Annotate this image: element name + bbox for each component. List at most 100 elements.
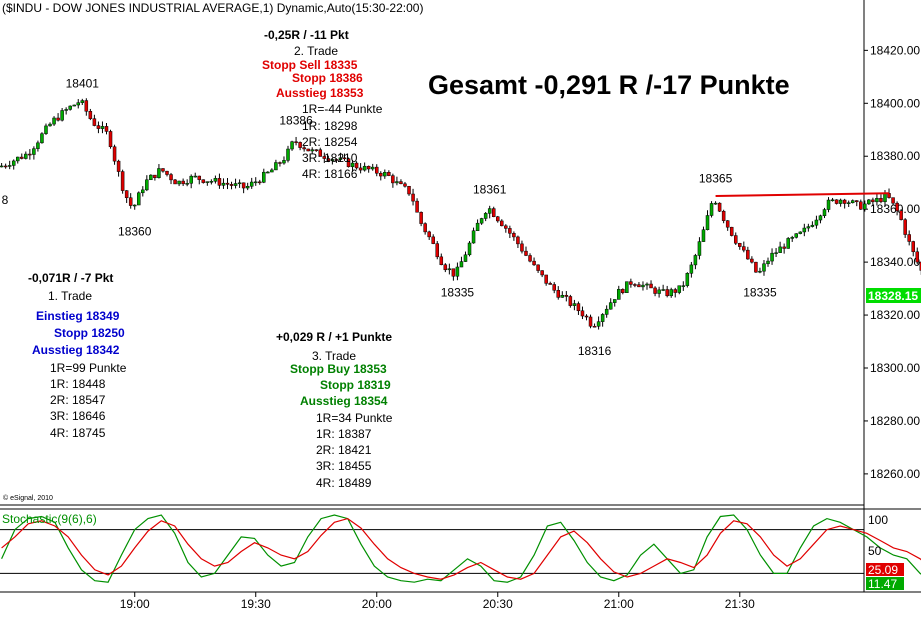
candle-body [108, 131, 113, 148]
candle-body [588, 316, 593, 327]
candle-body [612, 299, 617, 303]
candle-body [0, 165, 4, 168]
candle-body [237, 182, 242, 185]
candle-body [479, 218, 484, 224]
candle-body [794, 233, 799, 238]
price-label: 8 [2, 193, 9, 207]
candle-body [185, 183, 189, 185]
price-label: 18360 [118, 225, 152, 239]
candle-body [443, 264, 448, 271]
candle-body [496, 216, 500, 222]
candle-body [314, 149, 318, 151]
candle-body [657, 289, 661, 294]
time-tick-label: 21:30 [725, 597, 755, 611]
candle-body [871, 199, 875, 203]
trade3-stop: Stopp 18319 [320, 378, 391, 392]
candle-body [334, 159, 339, 161]
candle-body [540, 270, 544, 276]
candle-body [274, 162, 278, 171]
time-tick-label: 21:00 [604, 597, 634, 611]
candle-body [665, 289, 669, 297]
candle-body [229, 184, 234, 186]
trade2-name: 2. Trade [294, 44, 338, 58]
candle-body [508, 228, 512, 234]
candle-body [568, 296, 573, 306]
trade3-r2: 2R: 18421 [316, 443, 372, 457]
candle-body [500, 220, 504, 227]
candle-body [649, 283, 653, 289]
candle-body [491, 208, 496, 217]
candle-body [383, 172, 387, 177]
candle-body [899, 210, 903, 220]
candle-body [395, 181, 399, 184]
trade3-name: 3. Trade [312, 349, 356, 363]
candle-body [403, 183, 407, 187]
candle-body [830, 199, 835, 202]
candle-body [790, 237, 794, 239]
candle-body [584, 315, 589, 318]
candle-body [92, 118, 97, 126]
candle-body [423, 223, 427, 233]
candle-body [633, 284, 637, 286]
candle-body [471, 230, 476, 244]
trade3-r1: 1R: 18387 [316, 427, 372, 441]
candle-body [249, 181, 254, 187]
trade1-r1: 1R: 18448 [50, 377, 106, 391]
candle-body [621, 289, 625, 293]
candle-body [641, 284, 645, 288]
candle-body [48, 123, 52, 127]
candle-body [161, 168, 165, 172]
candle-body [818, 215, 823, 221]
candle-body [798, 231, 803, 234]
candle-body [725, 220, 730, 228]
candle-body [128, 197, 133, 206]
price-tick-label: 18400.00 [870, 96, 920, 110]
candle-body [72, 104, 76, 107]
candle-body [838, 199, 843, 204]
candle-body [758, 270, 762, 273]
candle-body [278, 162, 282, 164]
candle-body [290, 141, 294, 150]
candle-body [572, 303, 577, 306]
candle-body [592, 325, 597, 328]
candle-body [528, 255, 532, 262]
candle-body [169, 174, 173, 181]
candle-body [604, 308, 609, 315]
price-tick-label: 18340.00 [870, 255, 920, 269]
candle-body [326, 158, 331, 161]
candle-body [834, 199, 839, 204]
candle-body [891, 197, 895, 204]
trade1-r3: 3R: 18646 [50, 409, 106, 423]
candle-body [262, 171, 266, 183]
candle-body [64, 109, 68, 111]
candle-body [451, 268, 456, 277]
candle-body [810, 224, 815, 227]
candle-body [883, 193, 887, 203]
candle-body [350, 162, 355, 168]
candle-body [520, 243, 524, 252]
candle-body [439, 256, 444, 265]
candle-body [379, 172, 383, 177]
candle-body [116, 160, 121, 172]
price-tick-label: 18280.00 [870, 414, 920, 428]
stoch-k-badge [866, 563, 904, 576]
candle-body [608, 302, 613, 310]
candle-body [911, 241, 915, 253]
candle-body [201, 179, 206, 183]
candle-body [399, 181, 403, 185]
candle-body [504, 225, 508, 229]
candle-body [447, 268, 452, 271]
candle-body [407, 185, 411, 195]
price-label: 18365 [699, 172, 733, 186]
candle-body [40, 133, 44, 144]
candle-body [100, 126, 105, 129]
candle-body [653, 287, 657, 294]
time-axis: 19:00 19:30 20:00 20:30 21:00 21:30 [120, 592, 755, 611]
candle-body [258, 181, 262, 184]
candles [0, 98, 921, 330]
candle-body [24, 153, 28, 159]
price-axis: 18420.00 18400.00 18380.00 18360.00 18340.00… [864, 43, 920, 481]
candle-body [645, 283, 649, 286]
price-tick-label: 18260.00 [870, 467, 920, 481]
